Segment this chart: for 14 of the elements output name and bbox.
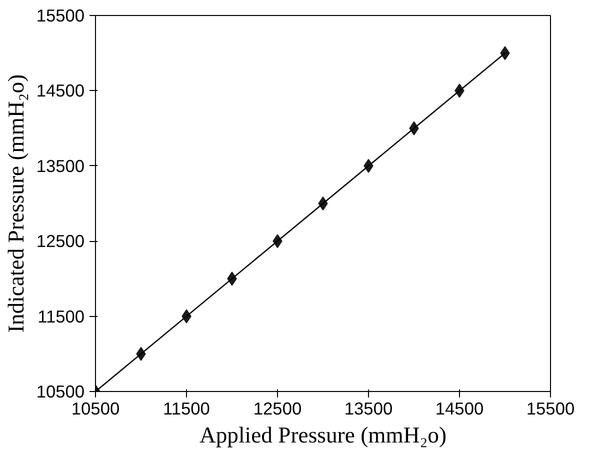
x-tick-label: 10500 xyxy=(71,398,120,418)
y-tick-label: 15500 xyxy=(36,6,84,26)
x-tick-label: 15500 xyxy=(526,398,575,418)
y-axis-title: Indicated Pressure (mmH₂o) xyxy=(3,74,28,333)
x-axis-title: Applied Pressure (mmH₂o) xyxy=(199,422,447,448)
y-tick-label: 10500 xyxy=(36,382,84,402)
y-tick-label: 13500 xyxy=(36,156,84,176)
x-tick-label: 12500 xyxy=(253,398,302,418)
x-tick-label: 13500 xyxy=(344,398,393,418)
x-tick-label: 14500 xyxy=(435,398,484,418)
x-tick-label: 11500 xyxy=(163,398,210,418)
y-tick-label: 11500 xyxy=(38,306,85,326)
y-tick-label: 14500 xyxy=(36,80,84,101)
y-tick-label: 12500 xyxy=(36,231,84,252)
